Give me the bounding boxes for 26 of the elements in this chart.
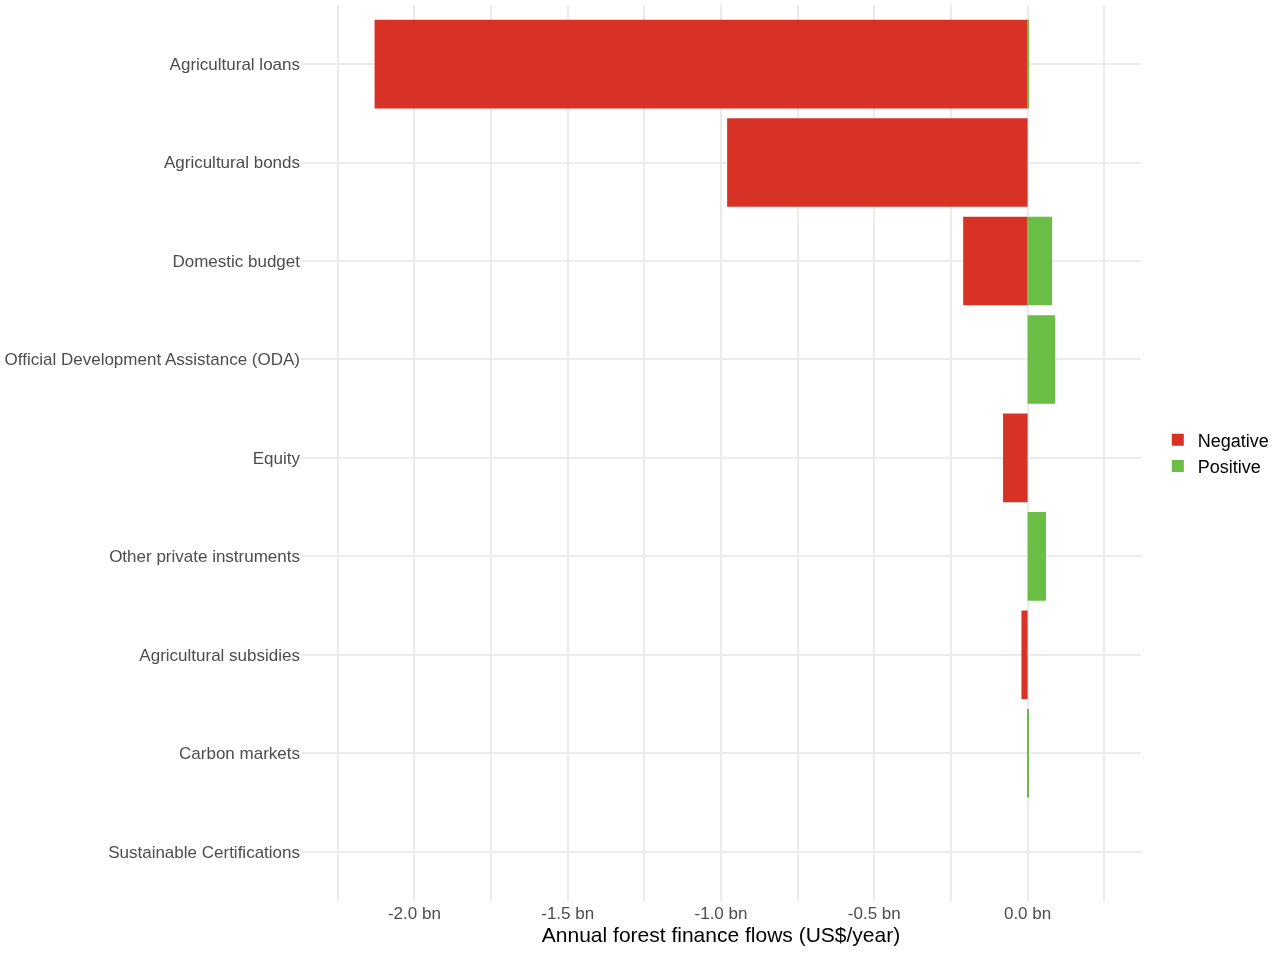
y-tick-label: Official Development Assistance (ODA)	[4, 350, 300, 370]
legend-label: Positive	[1197, 457, 1261, 478]
y-tick-label: Agricultural loans	[169, 55, 300, 75]
x-axis-title: Annual forest finance flows (US$/year)	[541, 923, 901, 946]
y-tick-label: Sustainable Certifications	[108, 842, 300, 862]
bar	[1027, 315, 1056, 404]
y-tick-label: Agricultural bonds	[163, 153, 300, 173]
x-tick-label: -1.5 bn	[541, 904, 595, 923]
bar	[1021, 610, 1028, 700]
y-tick-label: Agricultural subsidies	[139, 645, 300, 665]
bar	[1003, 413, 1028, 503]
y-tick-label: Domestic budget	[172, 251, 301, 271]
bar	[1027, 216, 1053, 306]
x-tick-label: -1.0 bn	[694, 904, 748, 923]
bar	[963, 216, 1028, 306]
x-tick-label: -0.5 bn	[847, 904, 901, 923]
bar	[727, 118, 1028, 207]
y-tick-label: Equity	[252, 448, 301, 468]
y-tick-label: Other private instruments	[109, 547, 300, 567]
bar	[1027, 512, 1046, 601]
x-tick-label: -2.0 bn	[387, 904, 441, 923]
x-tick-label: 0.0 bn	[1003, 904, 1052, 923]
bar	[374, 19, 1028, 109]
legend-label: Negative	[1197, 430, 1269, 451]
y-tick-label: Carbon markets	[179, 744, 300, 764]
bar	[1027, 19, 1030, 109]
